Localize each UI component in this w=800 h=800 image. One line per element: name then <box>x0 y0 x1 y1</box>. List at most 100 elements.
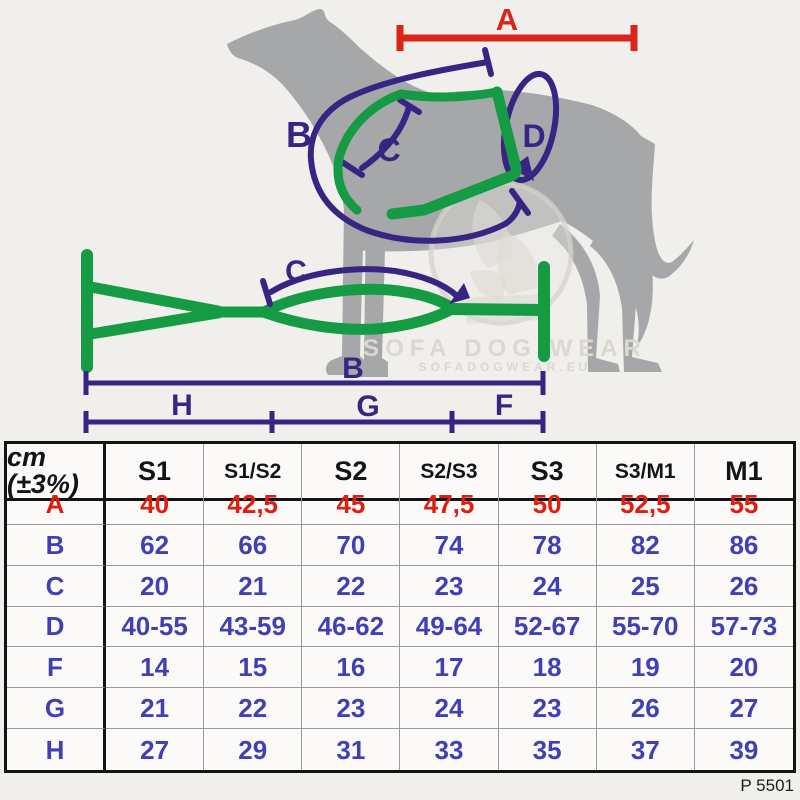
table-row: A 40 42,5 45 47,5 50 52,5 55 <box>7 484 793 525</box>
table-cell: 50 <box>498 484 597 525</box>
table-cell: 23 <box>498 688 597 730</box>
table-cell: 52-67 <box>498 606 597 648</box>
label-f: F <box>495 389 513 422</box>
table-cell: 18 <box>498 647 597 689</box>
corner-cell: cm (±3%) <box>7 444 106 501</box>
column-header: S2/S3 <box>400 444 499 501</box>
row-label: B <box>7 524 106 566</box>
table-cell: 21 <box>106 688 205 730</box>
dog-tail <box>637 136 694 279</box>
table-cell: 14 <box>106 647 205 689</box>
table-cell: 19 <box>596 647 695 689</box>
measure-b-lower-ruler <box>83 371 546 395</box>
table-cell: 62 <box>106 524 205 566</box>
table-cell: 55 <box>694 484 793 525</box>
table-cell: 22 <box>204 688 303 730</box>
arrowhead-icon <box>449 283 470 304</box>
table-cell: 52,5 <box>596 484 695 525</box>
table-cell: 25 <box>596 565 695 607</box>
table-cell: 16 <box>302 647 401 689</box>
table-cell: 45 <box>302 484 401 525</box>
size-table: cm (±3%) S1 S1/S2 S2 S2/S3 S3 S3/M1 M1 A 40 42,5 45… <box>4 441 796 773</box>
row-label: D <box>7 606 106 648</box>
table-cell: 33 <box>400 729 499 770</box>
measure-hgf-ruler <box>83 411 546 433</box>
product-code: P 5501 <box>740 776 794 795</box>
measure-c-lower-arc <box>260 266 470 307</box>
table-row: F 14 15 16 17 18 19 20 <box>7 647 793 689</box>
table-cell: 78 <box>498 524 597 566</box>
table-cell: 86 <box>694 525 793 566</box>
table-row: B 62 66 70 74 78 82 86 <box>7 524 793 566</box>
measurement-diagram: SOFA DOG WEAR SOFADOGWEAR.EU <box>81 2 694 433</box>
column-header: S3/M1 <box>596 444 695 501</box>
table-cell: 39 <box>729 734 759 765</box>
table-row: D 40-55 43-59 46-62 49-64 52-67 55-70 57-73 <box>7 606 793 648</box>
table-cell: 49-64 <box>400 606 499 648</box>
table-cell: 24 <box>498 565 597 607</box>
table-cell: 23 <box>400 565 499 607</box>
dog-rear-leg-1 <box>590 236 662 372</box>
harness-on-dog <box>333 86 522 220</box>
table-cell: 31 <box>302 729 401 770</box>
arrowhead-icon <box>511 156 534 181</box>
label-a: A <box>496 2 518 37</box>
table-cell: 26 <box>596 688 695 730</box>
table-cell: 57-73 <box>694 607 793 648</box>
row-label: C <box>7 565 106 607</box>
table-cell: 55-70 <box>596 606 695 648</box>
label-c-upper: C <box>377 132 400 168</box>
table-cell: 22 <box>302 565 401 607</box>
column-header: S1/S2 <box>204 444 303 501</box>
table-cell: 15 <box>204 647 303 689</box>
watermark-url: SOFADOGWEAR.EU <box>419 360 592 374</box>
table-cell: 26 <box>694 566 793 607</box>
row-label: H <box>7 729 106 770</box>
column-header: S2 <box>302 444 401 501</box>
harness-flat-layout <box>81 249 550 373</box>
table-cell: 40-55 <box>106 606 205 648</box>
row-label: A <box>7 484 106 525</box>
table-cell: 46-62 <box>302 606 401 648</box>
table-cell: 74 <box>400 524 499 566</box>
row-label: F <box>7 647 106 689</box>
row-label: G <box>7 688 106 730</box>
column-header: S3 <box>498 444 597 501</box>
label-b-upper: B <box>286 114 312 155</box>
table-cell: 70 <box>302 524 401 566</box>
label-b-lower: B <box>342 352 364 385</box>
measure-a-ruler <box>396 25 638 51</box>
table-row: C 20 21 22 23 24 25 26 <box>7 565 793 607</box>
table-cell: 43-59 <box>204 606 303 648</box>
table-cell: 27 <box>694 688 793 730</box>
table-row: G 21 22 23 24 23 26 27 <box>7 688 793 730</box>
table-cell: 21 <box>204 565 303 607</box>
measure-b-girth-loop <box>307 47 531 244</box>
table-cell: 27 <box>106 729 205 770</box>
label-h: H <box>171 389 193 422</box>
label-g: G <box>356 390 379 423</box>
table-cell: 35 <box>499 729 597 770</box>
table-header-row: cm (±3%) S1 S1/S2 S2 S2/S3 S3 S3/M1 M1 <box>7 444 793 501</box>
table-cell: 40 <box>106 484 205 525</box>
table-cell: 17 <box>400 647 499 689</box>
column-header: M1 <box>694 444 793 501</box>
label-c-lower: C <box>285 255 307 288</box>
table-cell: 24 <box>400 688 499 730</box>
table-cell: 20 <box>106 565 205 607</box>
column-header: S1 <box>106 444 205 501</box>
table-cell: 66 <box>204 524 303 566</box>
watermark-title: SOFA DOG WEAR <box>363 335 647 362</box>
table-cell: 37 <box>597 729 695 770</box>
table-cell: 29 <box>204 729 303 770</box>
measure-c-front-arc <box>339 97 422 178</box>
dog-rear-leg-2 <box>552 224 620 372</box>
table-cell: 23 <box>302 688 401 730</box>
table-cell: 20 <box>694 647 793 689</box>
table-cell: 42,5 <box>204 484 303 525</box>
table-cell: 82 <box>596 524 695 566</box>
table-cell: 47,5 <box>400 484 499 525</box>
label-d: D <box>522 118 545 154</box>
table-row: H 27 29 31 33 35 37 39 <box>7 729 793 770</box>
